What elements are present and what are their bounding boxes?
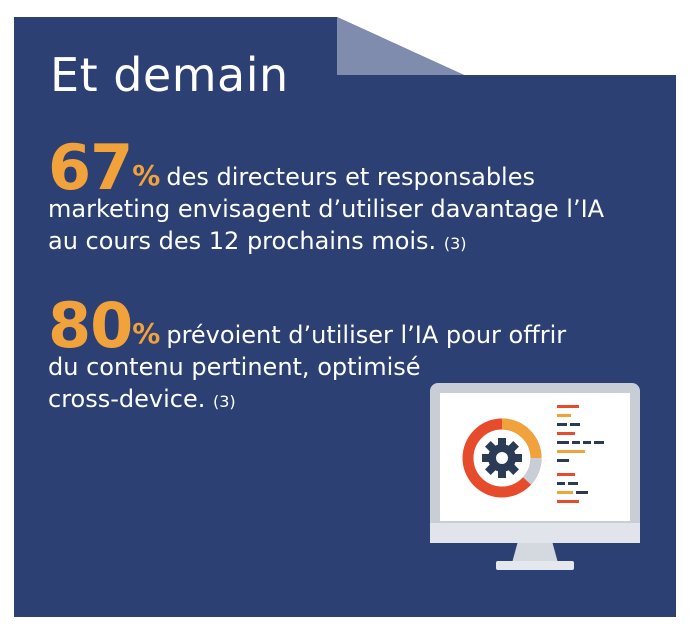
stat-line-3: cross-device. (3) [48,383,618,418]
stat-line-2: marketing envisagent d’utiliser davantag… [48,195,605,223]
code-lines [557,405,604,503]
computer-monitor-icon [430,383,640,570]
stat-number: 67 [48,131,133,204]
donut-chart-icon [462,418,542,498]
gear-icon [482,438,522,478]
stat-text: prévoient d’utiliser l’IA pour offrir [166,321,567,349]
stat-line-1: 67% des directeurs et responsables [48,137,618,199]
reference-note: (3) [213,392,236,411]
stat-text: au cours des 12 prochains mois. [48,227,437,255]
stat-block-1: 67% des directeurs et responsables market… [48,137,618,260]
stat-line-1: 80% prévoient d’utiliser l’IA pour offrir [48,295,618,357]
reference-note: (3) [443,234,467,253]
stat-number: 80 [48,289,133,362]
stat-percent: % [132,317,161,350]
stat-block-2: 80% prévoient d’utiliser l’IA pour offrir… [48,295,618,418]
stat-percent: % [132,159,161,192]
stat-line-3: au cours des 12 prochains mois. (3) [48,225,618,260]
page-title: Et demain [50,48,289,102]
stat-text: des directeurs et responsables [166,163,535,191]
stat-text: cross-device. [48,385,206,413]
stat-line-2: du contenu pertinent, optimisé [48,353,421,381]
folded-corner [337,17,464,75]
